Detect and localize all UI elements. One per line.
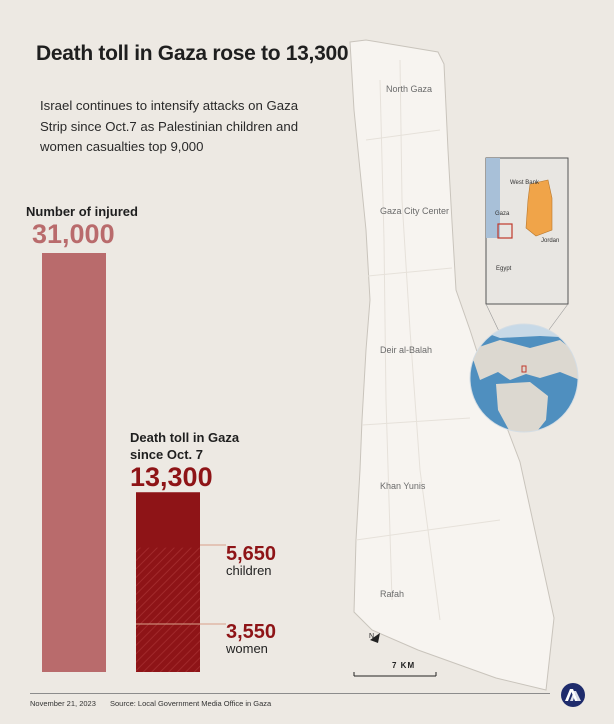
women-segment bbox=[136, 624, 200, 672]
inset-label-west-bank: West Bank bbox=[510, 180, 540, 186]
children-value: 5,650 bbox=[226, 543, 277, 565]
gaza-map: North Gaza Gaza City Center Deir al-Bala… bbox=[349, 39, 555, 691]
inset-map: West Bank Gaza Jordan Egypt bbox=[485, 157, 569, 305]
injured-label: Number of injured bbox=[26, 204, 138, 219]
map-label-gaza-city: Gaza City Center bbox=[380, 206, 449, 216]
map-label-deir-al-balah: Deir al-Balah bbox=[380, 345, 432, 355]
injured-bar bbox=[42, 253, 106, 672]
map-label-north-gaza: North Gaza bbox=[386, 84, 432, 94]
inset-label-jordan: Jordan bbox=[541, 238, 559, 244]
north-arrow-icon: N bbox=[369, 633, 380, 643]
children-segment bbox=[136, 547, 200, 625]
injured-value: 31,000 bbox=[32, 219, 115, 249]
map-label-rafah: Rafah bbox=[380, 589, 404, 599]
women-label: women bbox=[226, 641, 268, 656]
chart-subtitle: Israel continues to intensify attacks on… bbox=[40, 98, 299, 154]
globe-icon bbox=[469, 323, 579, 433]
footer-divider bbox=[30, 693, 550, 694]
aa-logo-icon bbox=[561, 683, 585, 707]
svg-text:N: N bbox=[369, 633, 374, 640]
region-labels: North Gaza Gaza City Center Deir al-Bala… bbox=[380, 84, 449, 599]
map-label-khan-yunis: Khan Yunis bbox=[380, 481, 426, 491]
inset-label-egypt: Egypt bbox=[496, 266, 512, 272]
footer-date: November 21, 2023 bbox=[30, 699, 96, 708]
women-value: 3,550 bbox=[226, 621, 277, 643]
death-toll-label: Death toll in Gaza since Oct. 7 bbox=[130, 430, 240, 462]
scale-bar: 7 KM bbox=[353, 661, 437, 677]
svg-text:7 KM: 7 KM bbox=[392, 661, 415, 670]
footer-source: Source: Local Government Media Office in… bbox=[110, 699, 272, 708]
inset-label-gaza: Gaza bbox=[495, 211, 510, 217]
death-toll-value: 13,300 bbox=[130, 462, 213, 492]
chart-title: Death toll in Gaza rose to 13,300 bbox=[36, 42, 349, 65]
children-label: children bbox=[226, 563, 272, 578]
